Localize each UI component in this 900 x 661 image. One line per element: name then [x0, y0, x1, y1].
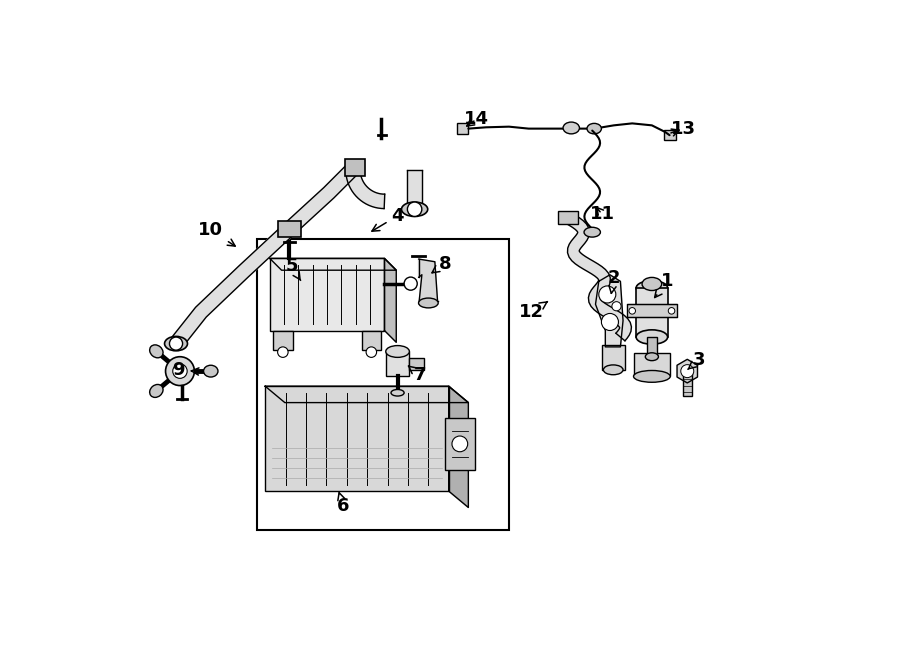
Circle shape: [629, 307, 635, 314]
Bar: [602, 345, 625, 369]
Bar: [362, 330, 382, 350]
Ellipse shape: [603, 365, 623, 375]
Bar: [446, 418, 475, 470]
Text: 14: 14: [464, 110, 489, 128]
Circle shape: [408, 202, 422, 216]
Text: 4: 4: [372, 207, 404, 231]
Bar: [627, 304, 677, 317]
Circle shape: [404, 277, 418, 290]
Text: 7: 7: [409, 366, 426, 384]
Bar: [558, 212, 578, 224]
Bar: [270, 258, 384, 330]
Text: 11: 11: [590, 205, 615, 223]
Text: 3: 3: [688, 351, 706, 369]
Text: 9: 9: [172, 361, 199, 379]
Ellipse shape: [149, 345, 163, 358]
Circle shape: [452, 436, 468, 451]
Bar: [410, 358, 424, 369]
Polygon shape: [449, 386, 468, 508]
Ellipse shape: [386, 346, 410, 358]
Polygon shape: [596, 275, 623, 347]
Bar: [646, 337, 657, 357]
Ellipse shape: [645, 353, 659, 361]
Ellipse shape: [636, 281, 668, 295]
Text: 5: 5: [285, 257, 301, 280]
Bar: [256, 239, 509, 530]
Bar: [273, 330, 292, 350]
Circle shape: [669, 307, 675, 314]
Polygon shape: [565, 213, 632, 341]
Ellipse shape: [563, 122, 580, 134]
Polygon shape: [384, 258, 396, 342]
Bar: [345, 159, 364, 176]
Ellipse shape: [165, 336, 187, 351]
Circle shape: [169, 337, 183, 350]
Polygon shape: [677, 360, 698, 383]
Ellipse shape: [636, 330, 668, 344]
Text: 6: 6: [337, 492, 349, 514]
Ellipse shape: [584, 227, 600, 237]
Text: 2: 2: [608, 269, 620, 293]
Bar: [266, 386, 449, 491]
Ellipse shape: [642, 278, 662, 291]
Circle shape: [601, 313, 618, 330]
Circle shape: [277, 347, 288, 358]
Ellipse shape: [149, 385, 163, 397]
Bar: [636, 288, 668, 337]
Text: 13: 13: [670, 120, 696, 137]
Bar: [664, 130, 676, 140]
Polygon shape: [418, 259, 437, 301]
Ellipse shape: [634, 370, 670, 382]
Text: 8: 8: [432, 254, 451, 273]
Ellipse shape: [203, 366, 218, 377]
Polygon shape: [170, 165, 356, 348]
Polygon shape: [270, 258, 396, 270]
Circle shape: [173, 364, 187, 378]
Polygon shape: [408, 170, 422, 210]
Circle shape: [612, 301, 621, 311]
Text: 1: 1: [654, 272, 674, 297]
Bar: [456, 124, 468, 134]
Ellipse shape: [391, 389, 404, 396]
Circle shape: [598, 286, 616, 303]
Polygon shape: [346, 170, 385, 209]
Bar: [683, 371, 692, 396]
Ellipse shape: [401, 202, 428, 216]
Bar: [634, 354, 670, 376]
Bar: [386, 352, 410, 376]
Bar: [277, 221, 302, 237]
Circle shape: [166, 357, 194, 385]
Circle shape: [366, 347, 376, 358]
Text: 10: 10: [198, 221, 235, 246]
Ellipse shape: [587, 124, 601, 134]
Text: 12: 12: [519, 301, 547, 321]
Ellipse shape: [418, 298, 438, 308]
Circle shape: [680, 365, 694, 377]
Polygon shape: [266, 386, 468, 403]
